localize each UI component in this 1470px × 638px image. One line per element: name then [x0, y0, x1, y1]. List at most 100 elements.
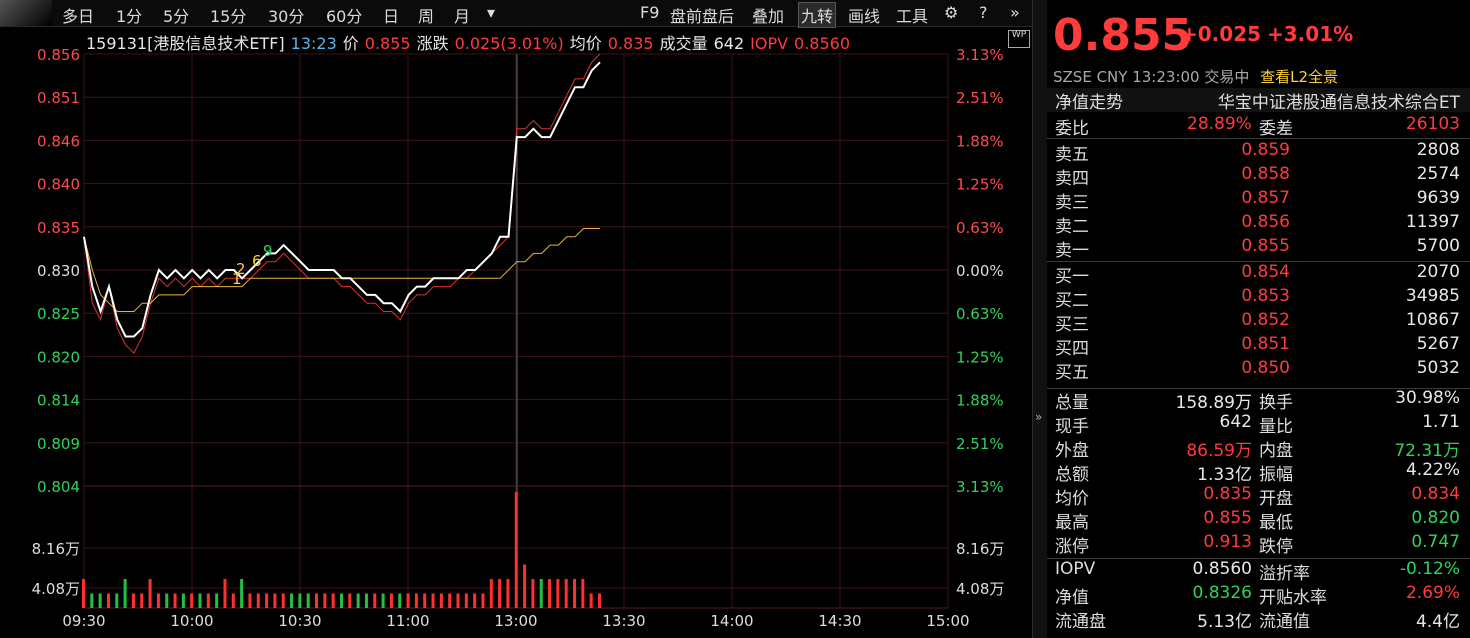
volume-bar: [340, 593, 343, 608]
volume-bar: [539, 579, 543, 608]
bid-price: 0.854: [1241, 262, 1290, 282]
volume-bar: [273, 593, 277, 608]
period-tab-8[interactable]: 月: [454, 7, 471, 26]
bid-row[interactable]: 买一 0.854 2070: [1047, 262, 1470, 287]
fund-name: 华宝中证港股通信息技术综合ET: [1217, 93, 1460, 113]
period-tab-9[interactable]: ▾: [487, 3, 496, 22]
period-tab-6[interactable]: 日: [383, 7, 400, 26]
toolbar-tool-4[interactable]: 画线: [848, 7, 881, 26]
stat-row[interactable]: IOPV 0.8560 溢折率 -0.12%: [1047, 559, 1470, 584]
wp-icon[interactable]: WP: [1008, 30, 1030, 48]
period-tab-7[interactable]: 周: [418, 7, 435, 26]
volume-bar: [406, 593, 410, 608]
volume-bar: [489, 579, 493, 608]
toolbar-tool-1[interactable]: 盘前盘后: [670, 7, 735, 26]
stat-row[interactable]: 净值 0.8326 开贴水率 2.69%: [1047, 583, 1470, 608]
stat-row[interactable]: 总量 158.89万 换手 30.98%: [1047, 388, 1470, 413]
stat-value: 86.59万: [1186, 441, 1252, 461]
l2-link[interactable]: 查看L2全景: [1260, 68, 1339, 86]
period-tab-1[interactable]: 1分: [116, 7, 143, 26]
nav-header[interactable]: 净值走势 华宝中证港股通信息技术综合ET: [1047, 88, 1470, 113]
stat-label: 跌停: [1259, 537, 1293, 557]
y-tick-label-right: 1.25%: [956, 176, 1004, 194]
market-status: SZSE CNY 13:23:00 交易中 查看L2全景: [1053, 66, 1338, 87]
x-tick-label: 14:30: [818, 612, 861, 630]
ask-volume: 2808: [1416, 140, 1460, 160]
volume-bar: [431, 593, 435, 608]
stat-label: 涨停: [1055, 537, 1089, 557]
y-tick-label-right: 1.25%: [956, 348, 1004, 366]
period-tab-3[interactable]: 15分: [210, 7, 247, 26]
bid-volume: 34985: [1405, 286, 1460, 306]
bid-price: 0.850: [1241, 358, 1290, 378]
volume-bar: [464, 593, 468, 608]
stat-value: 30.98%: [1395, 388, 1460, 408]
ask-row[interactable]: 卖一 0.855 5700: [1047, 236, 1470, 261]
stat-value: 0.820: [1411, 508, 1460, 528]
y-tick-label: 0.851: [37, 89, 80, 107]
toolbar-tool-5[interactable]: 工具: [896, 7, 929, 26]
separator: [1047, 558, 1470, 559]
stat-row[interactable]: 外盘 86.59万 内盘 72.31万: [1047, 436, 1470, 461]
ask-row[interactable]: 卖四 0.858 2574: [1047, 164, 1470, 189]
toolbar-tool-0[interactable]: F9: [640, 3, 660, 22]
change-value: 0.025(3.01%): [454, 34, 564, 53]
ask-row[interactable]: 卖二 0.856 11397: [1047, 212, 1470, 237]
y-tick-label-right: 1.88%: [956, 132, 1004, 150]
td9-mark: 2: [236, 260, 246, 278]
toolbar-tool-3[interactable]: 九转: [798, 2, 837, 28]
x-tick-label: 13:00: [494, 612, 537, 630]
gear-icon[interactable]: ⚙: [944, 3, 959, 22]
stat-row[interactable]: 最高 0.855 最低 0.820: [1047, 508, 1470, 533]
vol-label: 成交量: [659, 34, 708, 53]
ask-label: 卖四: [1055, 169, 1089, 189]
change-label: 涨跌: [416, 34, 449, 53]
more-icon[interactable]: »: [1010, 3, 1020, 22]
avg-value: 0.835: [607, 34, 654, 53]
volume-bar: [98, 593, 102, 608]
bid-volume: 5032: [1416, 358, 1460, 378]
weibi-row: 委比 28.89% 委差 26103: [1047, 114, 1470, 139]
stat-value: 0.8560: [1192, 559, 1252, 579]
volume-bar: [556, 579, 560, 608]
y-tick-label-right: 0.63%: [956, 219, 1004, 237]
toolbar-tool-2[interactable]: 叠加: [752, 7, 785, 26]
stat-row[interactable]: 流通盘 5.13亿 流通值 4.4亿: [1047, 607, 1470, 632]
volume-bar: [414, 593, 418, 608]
ask-label: 卖一: [1055, 241, 1089, 261]
stat-value: 0.913: [1203, 532, 1252, 552]
stat-value: 2.69%: [1405, 583, 1460, 603]
iopv-label: IOPV: [750, 34, 789, 53]
volume-bar: [90, 593, 94, 608]
period-toolbar: 多日 1分 5分 15分 30分 60分 日周月 ▾ F9 盘前盘后 叠加 九转 画线 工具 ⚙? »: [0, 0, 1032, 28]
volume-bar: [381, 593, 385, 608]
stat-value: 1.71: [1422, 412, 1460, 432]
ask-row[interactable]: 卖五 0.859 2808: [1047, 140, 1470, 165]
period-tab-2[interactable]: 5分: [163, 7, 190, 26]
bid-volume: 2070: [1416, 262, 1460, 282]
bid-row[interactable]: 买二 0.853 34985: [1047, 286, 1470, 311]
collapse-icon[interactable]: »: [1035, 410, 1043, 424]
ask-price: 0.857: [1241, 188, 1290, 208]
bid-row[interactable]: 买四 0.851 5267: [1047, 334, 1470, 359]
status-time: 13:23:00: [1132, 68, 1200, 86]
period-tab-5[interactable]: 60分: [326, 7, 363, 26]
bid-volume: 5267: [1416, 334, 1460, 354]
help-icon[interactable]: ?: [979, 3, 988, 22]
ask-label: 卖二: [1055, 217, 1089, 237]
stat-row[interactable]: 总额 1.33亿 振幅 4.22%: [1047, 460, 1470, 485]
stat-label: IOPV: [1055, 559, 1096, 579]
ask-row[interactable]: 卖三 0.857 9639: [1047, 188, 1470, 213]
stat-row[interactable]: 现手 642 量比 1.71: [1047, 412, 1470, 437]
volume-bar: [548, 579, 552, 608]
bid-label: 买一: [1055, 267, 1089, 287]
period-tab-4[interactable]: 30分: [268, 7, 305, 26]
bid-row[interactable]: 买三 0.852 10867: [1047, 310, 1470, 335]
y-tick-label: 0.846: [37, 132, 80, 150]
bid-row[interactable]: 买五 0.850 5032: [1047, 358, 1470, 383]
ask-price: 0.858: [1241, 164, 1290, 184]
period-tab-0[interactable]: 多日: [62, 7, 95, 26]
stat-row[interactable]: 均价 0.835 开盘 0.834: [1047, 484, 1470, 509]
iopv-value: 0.8560: [794, 34, 851, 53]
stat-row[interactable]: 涨停 0.913 跌停 0.747: [1047, 532, 1470, 557]
